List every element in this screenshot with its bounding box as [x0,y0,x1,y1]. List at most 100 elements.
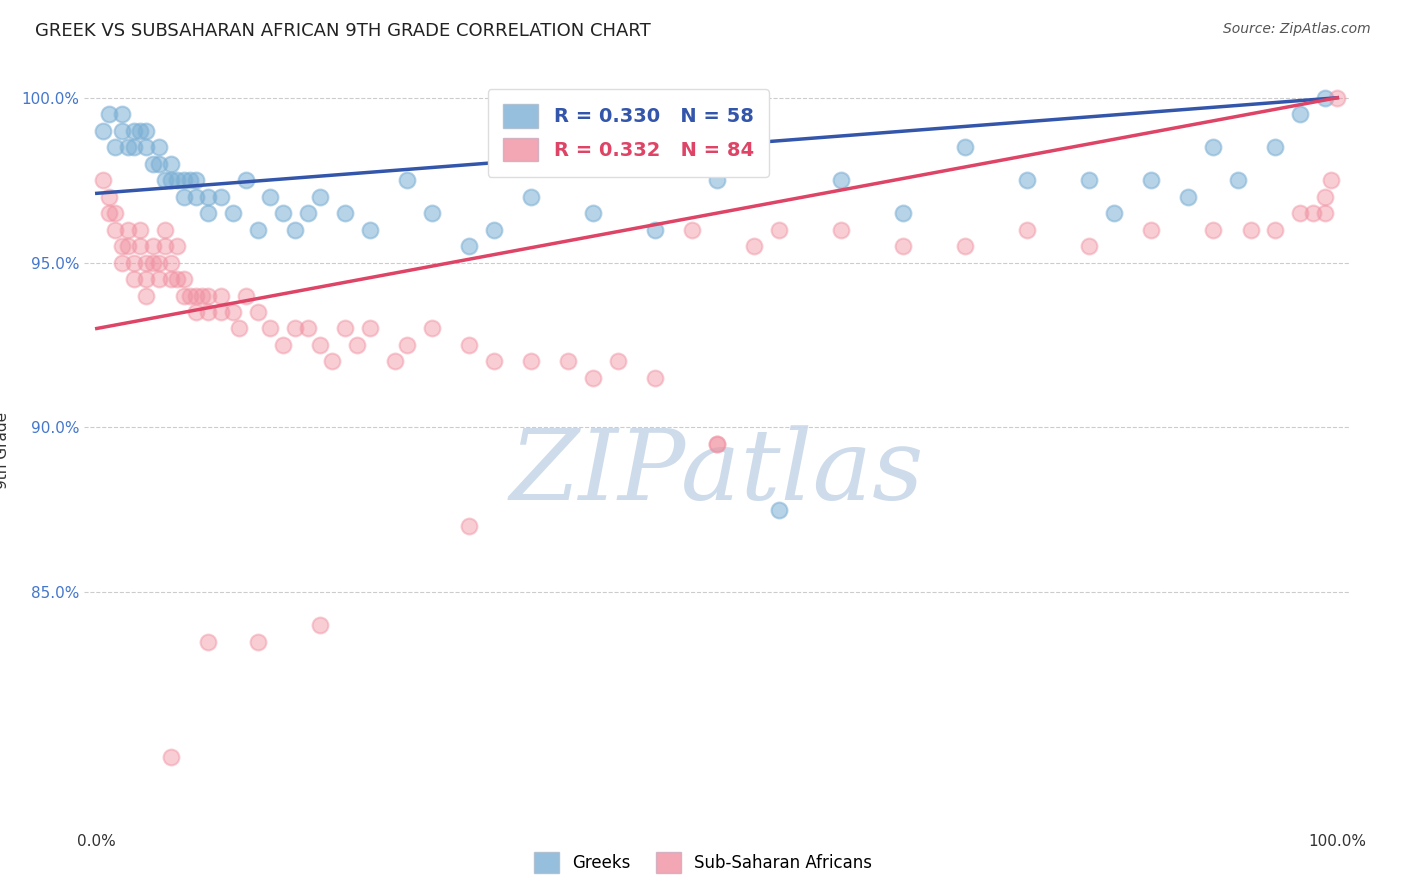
Point [110,239,132,253]
Point [582,206,605,220]
Point [148,272,170,286]
Point [333,206,356,220]
Point [179,173,201,187]
Point [104,206,127,220]
Point [309,618,332,632]
Point [209,305,232,319]
Point [153,239,176,253]
Point [384,354,406,368]
Point [160,272,183,286]
Point [891,206,914,220]
Point [91,173,114,187]
Point [482,354,505,368]
Point [706,173,728,187]
Point [333,321,356,335]
Point [135,272,157,286]
Point [271,206,294,220]
Point [1140,173,1163,187]
Point [228,321,250,335]
Point [160,750,183,764]
Point [104,140,127,154]
Point [166,173,188,187]
Point [1017,173,1039,187]
Point [768,222,790,236]
Point [1017,222,1039,236]
Point [117,222,139,236]
Text: ZIPatlas: ZIPatlas [510,425,924,521]
Point [173,173,195,187]
Point [222,305,245,319]
Point [197,189,219,203]
Point [197,634,219,648]
Point [706,437,728,451]
Point [184,288,207,302]
Point [1313,206,1336,220]
Point [148,255,170,269]
Point [706,437,728,451]
Point [284,321,307,335]
Point [148,140,170,154]
Point [247,305,270,319]
Point [1202,140,1225,154]
Point [98,189,121,203]
Point [681,222,703,236]
Point [420,206,443,220]
Point [830,173,852,187]
Point [830,222,852,236]
Point [160,156,183,170]
Point [520,189,543,203]
Point [148,156,170,170]
Point [259,189,281,203]
Point [142,239,165,253]
Point [166,272,188,286]
Y-axis label: 9th Grade: 9th Grade [0,412,10,489]
Point [271,338,294,352]
Text: GREEK VS SUBSAHARAN AFRICAN 9TH GRADE CORRELATION CHART: GREEK VS SUBSAHARAN AFRICAN 9TH GRADE CO… [35,22,651,40]
Point [395,338,418,352]
Point [129,222,152,236]
Point [1078,173,1101,187]
Point [1264,222,1286,236]
Point [309,189,332,203]
Point [1177,189,1199,203]
Point [122,272,145,286]
Point [1313,189,1336,203]
Point [1102,206,1125,220]
Point [191,288,214,302]
Point [197,305,219,319]
Point [179,288,201,302]
Point [1320,173,1343,187]
Text: Source: ZipAtlas.com: Source: ZipAtlas.com [1223,22,1371,37]
Point [110,255,132,269]
Point [1313,91,1336,105]
Point [1140,222,1163,236]
Point [297,321,319,335]
Point [953,140,976,154]
Point [1264,140,1286,154]
Point [1289,107,1312,121]
Point [110,107,132,121]
Point [153,173,176,187]
Point [122,255,145,269]
Point [129,239,152,253]
Point [1239,222,1261,236]
Point [297,206,319,220]
Point [742,239,765,253]
Point [153,222,176,236]
Legend: R = 0.330   N = 58, R = 0.332   N = 84: R = 0.330 N = 58, R = 0.332 N = 84 [488,88,769,177]
Point [135,255,157,269]
Point [160,173,183,187]
Point [173,189,195,203]
Point [644,371,666,385]
Point [520,354,543,368]
Point [1227,173,1250,187]
Point [235,288,257,302]
Point [891,239,914,253]
Point [284,222,307,236]
Point [482,222,505,236]
Point [135,124,157,138]
Point [209,189,232,203]
Point [321,354,343,368]
Point [359,222,381,236]
Point [173,288,195,302]
